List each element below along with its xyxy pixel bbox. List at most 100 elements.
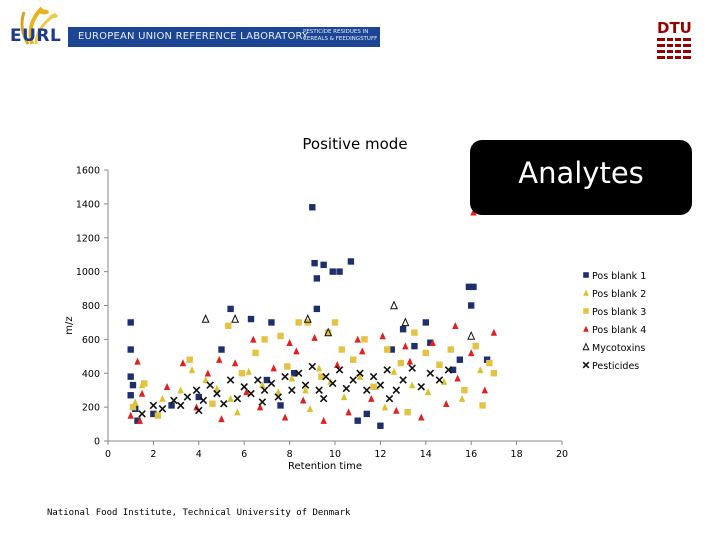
data-point [202,376,209,384]
dtu-logo-icon: DTU [657,19,692,59]
data-point [168,402,175,409]
analytes-callout: Analytes [470,140,692,215]
data-point [334,360,341,368]
data-point [213,384,221,392]
lab-strip: EUROPEAN UNION REFERENCE LABORATORY PEST… [68,27,380,47]
data-point [390,367,398,375]
data-point [483,356,491,363]
data-point [288,374,296,382]
data-point [311,333,318,341]
legend-label: Pos blank 3 [592,307,646,318]
data-point [408,364,416,372]
data-point [461,386,468,394]
data-point [245,367,252,375]
data-point [379,332,386,340]
data-point [261,336,268,343]
data-point [233,394,242,403]
data-point [206,381,214,389]
callout-text: Analytes [518,156,644,190]
data-point [231,359,239,367]
data-point [141,380,148,387]
data-point [370,383,377,390]
y-tick-label: 1200 [76,233,100,244]
data-point [449,366,457,374]
legend-marker [582,342,590,351]
data-point [349,356,357,363]
y-axis-label: m/z [64,316,75,334]
eurl-logo-text: EURL [10,26,62,46]
data-point [163,383,171,390]
data-point [260,386,269,394]
data-point [447,346,454,353]
data-point [384,346,391,353]
data-point [427,339,434,346]
data-point [470,283,477,291]
legend-marker [582,361,590,369]
data-point [150,410,157,418]
data-point [418,413,425,421]
y-tick-label: 800 [82,301,100,312]
data-point [458,394,466,402]
data-point [216,355,223,363]
data-point [349,376,357,384]
legend-label: Mycotoxins [592,343,645,354]
x-tick-label: 0 [105,449,111,460]
data-point [226,376,235,384]
x-tick-label: 20 [556,449,568,460]
data-point [388,346,395,353]
data-point [220,399,228,408]
data-point [328,379,337,388]
x-tick-label: 4 [196,449,202,460]
legend-marker [583,272,589,278]
data-point [315,364,323,372]
data-point [300,396,307,404]
y-tick-label: 600 [82,335,100,346]
y-tick-label: 1400 [76,199,100,210]
data-point [127,346,134,353]
data-point [132,398,139,406]
data-point [234,408,241,416]
data-point [477,366,484,374]
data-point [424,388,432,396]
data-point [290,370,298,377]
legend-label: Pos blank 2 [592,289,646,300]
data-point [179,359,187,367]
data-point [259,381,266,389]
data-point [134,417,141,424]
data-point [306,405,314,413]
data-point [402,342,409,350]
data-point [134,357,141,365]
data-point [444,366,453,374]
data-point [274,393,283,401]
data-point [195,406,203,415]
data-point [149,401,158,410]
data-point [342,384,351,393]
data-point [468,349,475,357]
data-point [335,366,344,374]
data-point [268,319,275,326]
data-point [340,393,348,401]
data-point [127,373,134,380]
data-point [318,373,325,380]
data-point [311,259,318,267]
data-point [490,328,498,336]
data-point [322,372,330,381]
data-point [136,416,143,424]
data-point [301,381,310,389]
data-point [281,413,289,421]
dtu-logo-text: DTU [657,19,692,37]
data-point [331,319,339,326]
data-point [479,402,486,409]
header-banner: EURL EUROPEAN UNION REFERENCE LABORATORY… [0,0,720,75]
lab-subtitle: PESTICIDE RESIDUES IN CEREALS & FEEDINGS… [303,29,378,42]
data-point [454,374,461,382]
footer-text: National Food Institute, Technical Unive… [47,508,351,518]
data-point [309,204,316,211]
data-point [392,386,401,394]
y-tick-label: 1600 [76,166,100,177]
data-point [390,300,398,310]
x-tick-label: 16 [465,449,477,460]
data-point [320,416,327,424]
data-point [422,349,429,357]
data-point [411,329,418,336]
